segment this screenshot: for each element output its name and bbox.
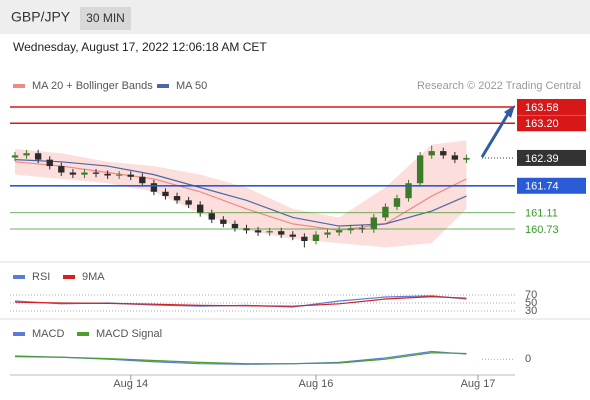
candle-body <box>440 151 447 156</box>
legend-label: MACD <box>32 328 64 340</box>
plot: MA 20 + Bollinger Bands MA 50 163.58 163.20… <box>10 80 586 390</box>
y-tick-label: 70 <box>525 289 537 301</box>
candle-body <box>58 166 65 173</box>
candle-body <box>92 172 100 174</box>
candle-body <box>382 206 389 218</box>
x-tick-label: Aug 16 <box>299 378 334 390</box>
candle-body <box>23 153 30 156</box>
candle-body <box>69 172 77 175</box>
legend-label: RSI <box>32 271 50 283</box>
arrow-head <box>504 105 515 118</box>
legend-swatch <box>63 275 75 279</box>
legend-label: MA 20 + Bollinger Bands <box>32 80 153 92</box>
candle-body <box>46 159 53 167</box>
candle-body <box>289 234 296 237</box>
candle-body <box>115 174 123 176</box>
candle-body <box>162 191 169 197</box>
candle-body <box>324 232 331 235</box>
candle-body <box>278 231 285 235</box>
candle-body <box>405 183 412 199</box>
candle-body <box>139 176 146 184</box>
level-box <box>517 177 586 194</box>
candle-body <box>463 157 470 160</box>
series-line <box>14 352 467 365</box>
interval[interactable]: 30 MIN <box>86 11 125 25</box>
series-line <box>14 295 467 307</box>
arrow <box>480 113 510 158</box>
candle-body <box>428 151 435 156</box>
series-line <box>14 161 467 231</box>
bollinger-band <box>15 140 467 248</box>
candle-body <box>266 231 273 233</box>
legend-swatch <box>13 332 25 336</box>
x-tick-label: Aug 14 <box>113 378 148 390</box>
level-label: 163.58 <box>525 102 559 114</box>
candle-body <box>104 173 111 176</box>
legend-swatch <box>13 275 25 279</box>
legend-swatch <box>13 84 25 88</box>
candle-body <box>393 198 401 207</box>
candle-body <box>197 204 204 214</box>
x-tick-label: Aug 17 <box>461 378 496 390</box>
candle-body <box>220 219 227 224</box>
level-box <box>517 149 586 166</box>
y-tick-label: 0 <box>525 353 531 365</box>
candle-body <box>185 200 192 205</box>
candle-body <box>312 234 320 242</box>
timestamp: Wednesday, August 17, 2022 12:06:18 AM C… <box>13 40 267 54</box>
candle-body <box>11 155 19 158</box>
candle-body <box>34 153 42 160</box>
candle-body <box>416 155 424 184</box>
level-label: 161.11 <box>525 208 558 220</box>
legend-label: 9MA <box>82 271 105 283</box>
level-box <box>517 115 586 132</box>
y-tick-label: 50 <box>525 297 537 309</box>
candle-body <box>301 236 308 242</box>
legend-label: MACD Signal <box>96 328 162 340</box>
credit: Research © 2022 Trading Central <box>417 80 581 92</box>
interval-button[interactable] <box>80 7 131 30</box>
legend-swatch <box>157 84 169 88</box>
symbol: GBP/JPY <box>11 9 71 25</box>
candle-body <box>231 223 239 229</box>
level-label: 160.73 <box>525 224 559 236</box>
level-label: 161.74 <box>525 181 559 193</box>
candle-body <box>81 172 88 175</box>
level-label: 163.20 <box>525 118 559 130</box>
legend-swatch <box>77 332 89 336</box>
candle-body <box>127 174 134 177</box>
candle-body <box>150 183 158 192</box>
y-tick-label: 30 <box>525 305 537 317</box>
legend-label: MA 50 <box>176 80 207 92</box>
level-label: 162.39 <box>525 153 559 165</box>
level-box <box>517 98 586 115</box>
candle-body <box>370 217 378 230</box>
candle-body <box>451 155 459 160</box>
candle-body <box>208 213 215 220</box>
candle-body <box>335 230 343 233</box>
candle-body <box>173 196 181 201</box>
candle-body <box>254 230 262 233</box>
series-line <box>14 159 467 227</box>
